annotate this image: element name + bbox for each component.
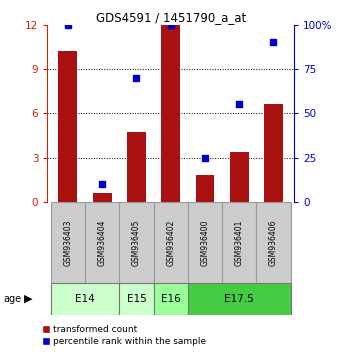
Point [65,22,71,28]
Text: E15: E15 [126,294,146,304]
FancyBboxPatch shape [51,202,85,283]
Point [202,155,208,160]
Bar [127,132,146,202]
Text: GSM936400: GSM936400 [200,219,210,266]
Bar [58,51,77,202]
Point [271,40,276,45]
FancyBboxPatch shape [153,202,188,283]
Bar [161,25,180,202]
Text: GSM936402: GSM936402 [166,219,175,266]
Point [237,102,242,107]
Bar [196,175,214,202]
Point [99,181,105,187]
Text: GSM936406: GSM936406 [269,219,278,266]
FancyBboxPatch shape [188,283,291,315]
Point [134,75,139,81]
Text: E14: E14 [75,294,95,304]
FancyBboxPatch shape [256,202,291,283]
Legend: transformed count, percentile rank within the sample: transformed count, percentile rank withi… [38,321,210,349]
Bar [230,152,249,202]
FancyBboxPatch shape [119,202,153,283]
FancyBboxPatch shape [85,202,119,283]
FancyBboxPatch shape [119,283,153,315]
FancyBboxPatch shape [188,202,222,283]
FancyBboxPatch shape [222,202,256,283]
Text: GSM936401: GSM936401 [235,219,244,266]
Text: GSM936403: GSM936403 [64,219,72,266]
Text: age: age [3,294,22,304]
Point [168,22,173,28]
Text: GSM936405: GSM936405 [132,219,141,266]
Text: GSM936404: GSM936404 [98,219,107,266]
FancyBboxPatch shape [51,283,119,315]
Bar [93,193,112,202]
FancyBboxPatch shape [153,283,188,315]
Bar [264,104,283,202]
Title: GDS4591 / 1451790_a_at: GDS4591 / 1451790_a_at [96,11,246,24]
Text: E16: E16 [161,294,180,304]
Text: E17.5: E17.5 [224,294,254,304]
Text: ▶: ▶ [24,294,32,304]
